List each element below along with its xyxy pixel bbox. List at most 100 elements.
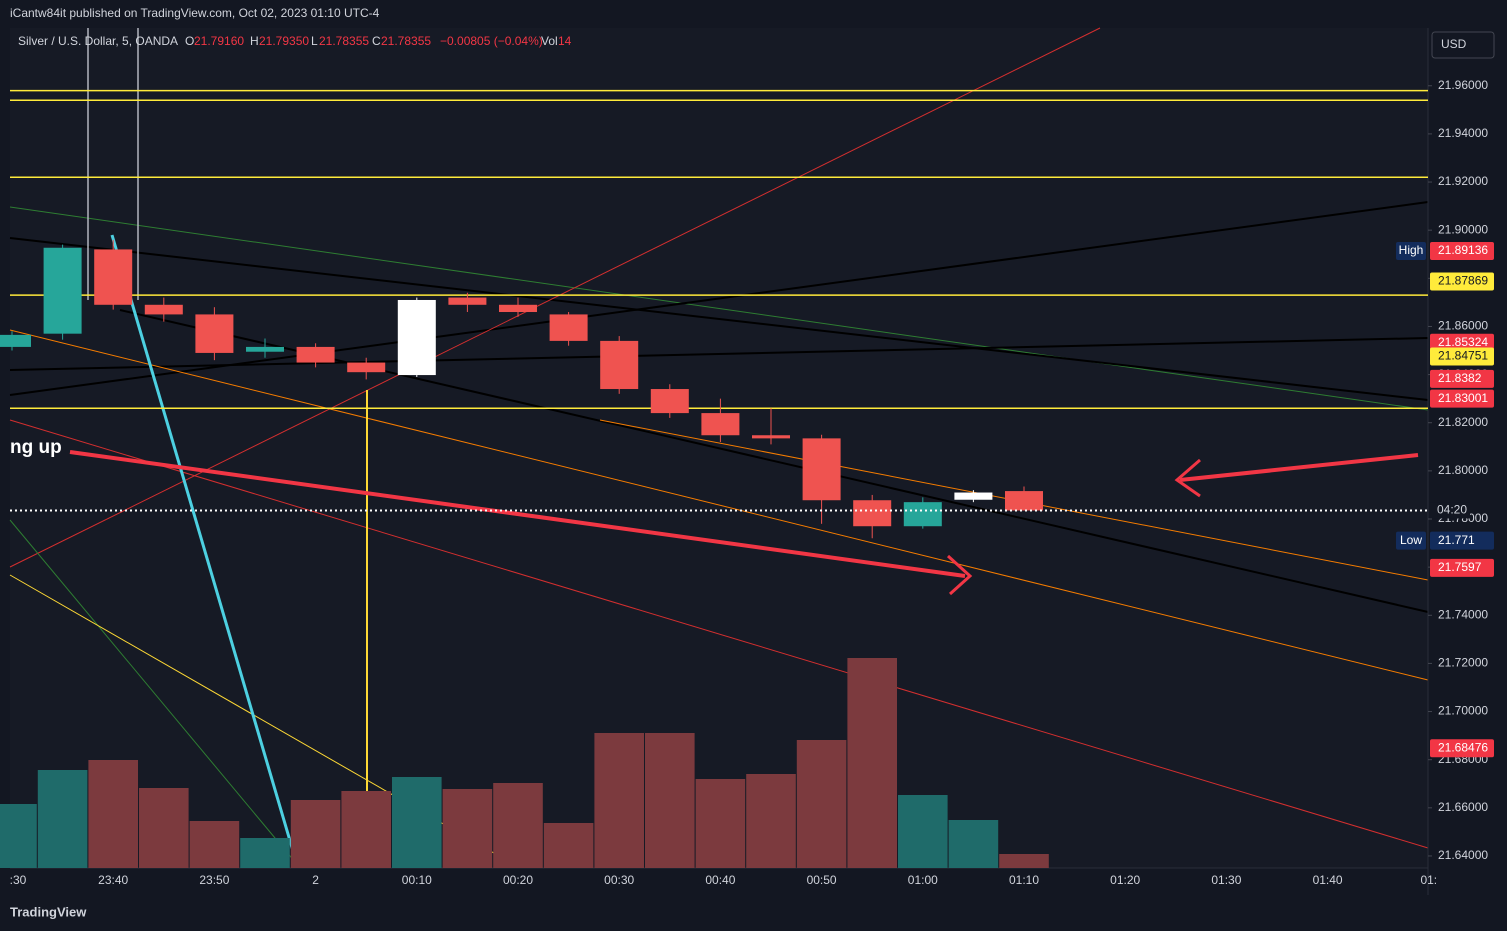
candle-body <box>752 435 790 439</box>
arrow-head <box>946 554 973 596</box>
y-tick-label: 21.90000 <box>1438 222 1488 236</box>
x-tick-label: 01:20 <box>1110 873 1140 887</box>
price-tag: Low <box>1400 533 1422 547</box>
candle-body <box>701 413 740 436</box>
trend-line <box>119 309 1429 613</box>
legend-value: 21.78355 <box>319 34 369 48</box>
x-tick-label: 01:40 <box>1313 873 1343 887</box>
candle-body <box>43 247 82 334</box>
y-tick-label: 21.72000 <box>1438 656 1488 670</box>
legend-value: 14 <box>558 34 572 48</box>
legend-label: C <box>372 34 381 48</box>
trend-line <box>9 329 1429 681</box>
y-tick-label: 21.70000 <box>1438 704 1488 718</box>
volume-bar <box>341 791 391 868</box>
x-tick-label: 2 <box>312 873 319 887</box>
price-tag-box <box>1396 241 1426 260</box>
candle-body <box>144 304 183 315</box>
volume-bar <box>240 838 290 868</box>
candle-body <box>0 334 31 347</box>
symbol-title: Silver / U.S. Dollar, 5, OANDA <box>18 34 178 48</box>
volume-bar <box>898 795 948 868</box>
legend-label: L <box>311 34 318 48</box>
legend-label: Vol <box>541 34 558 48</box>
trend-line <box>9 519 301 869</box>
y-tick-label: 21.80000 <box>1438 463 1488 477</box>
volume-bar <box>0 804 37 868</box>
price-tag: High <box>1399 243 1424 257</box>
trend-line <box>9 237 1429 401</box>
legend-label: O <box>185 34 194 48</box>
y-tick-label: 21.86000 <box>1438 319 1488 333</box>
volume-bar <box>442 789 493 868</box>
legend-value: 21.79160 <box>194 34 244 48</box>
x-tick-label: 23:40 <box>98 873 128 887</box>
volume-bar <box>189 821 240 868</box>
candle-body <box>347 362 386 373</box>
y-tick-label: 21.66000 <box>1438 800 1488 814</box>
candle-body <box>195 314 234 353</box>
legend-label: H <box>250 34 259 48</box>
trend-line <box>9 419 1429 849</box>
x-tick-label: 01: <box>1420 873 1437 887</box>
y-tick-label: 21.82000 <box>1438 415 1488 429</box>
candle-body <box>954 492 993 500</box>
volume-bar <box>493 783 543 868</box>
price-label: 21.83001 <box>1438 391 1488 405</box>
x-tick-label: 00:20 <box>503 873 533 887</box>
trend-line <box>9 201 1429 396</box>
price-label-box <box>1430 739 1494 758</box>
candle-body <box>499 304 537 313</box>
x-tick-label: 00:10 <box>402 873 432 887</box>
x-tick-label: 00:30 <box>604 873 634 887</box>
price-tag-box <box>1396 531 1426 550</box>
price-label: 21.7597 <box>1438 560 1482 574</box>
currency[interactable]: USD <box>1441 37 1467 51</box>
x-tick-label: 23:50 <box>199 873 229 887</box>
legend-value: 21.78355 <box>381 34 431 48</box>
candle-body <box>397 299 436 376</box>
volume-bar <box>948 820 999 868</box>
volume-bar <box>999 854 1049 868</box>
volume-bar <box>796 740 847 868</box>
currency-button[interactable] <box>1431 31 1495 59</box>
candle-body <box>549 314 588 341</box>
price-label-box <box>1430 241 1494 260</box>
trend-line <box>9 27 1101 568</box>
volume-bar <box>543 823 594 868</box>
x-tick-label: :30 <box>10 873 27 887</box>
volume-bar <box>847 658 897 868</box>
price-label-box <box>1430 333 1494 352</box>
x-tick-label: 00:40 <box>705 873 735 887</box>
candle-body <box>246 346 284 352</box>
annotation: ng up <box>10 437 62 458</box>
y-tick-label: 21.94000 <box>1438 126 1488 140</box>
legend-value: 21.79350 <box>259 34 309 48</box>
price-label-box <box>1430 558 1494 577</box>
candle-body <box>1005 491 1043 511</box>
price-label: 21.84751 <box>1438 349 1488 363</box>
candle-body <box>94 249 133 305</box>
volume-bar <box>37 770 88 868</box>
candle-body <box>853 500 892 527</box>
volume-bar <box>594 733 644 868</box>
price-label-box <box>1430 369 1494 388</box>
publisher: iCantw84it published on TradingView.com,… <box>10 6 380 20</box>
price-label-box <box>1430 531 1494 550</box>
arrow <box>69 450 966 578</box>
legend-change: −0.00805 (−0.04%) <box>440 34 543 48</box>
price-label-box <box>1430 389 1494 408</box>
candle-body <box>448 297 487 305</box>
trend-line <box>110 234 300 869</box>
price-label-box <box>1430 272 1494 291</box>
price-label: 21.68476 <box>1438 740 1488 754</box>
trend-line <box>9 206 1429 411</box>
y-tick-label: 21.74000 <box>1438 607 1488 621</box>
y-tick-label: 21.96000 <box>1438 78 1488 92</box>
volume-bar <box>746 774 796 868</box>
candle-body <box>802 438 841 501</box>
volume-bar <box>290 800 341 868</box>
volume-bar <box>695 779 746 868</box>
